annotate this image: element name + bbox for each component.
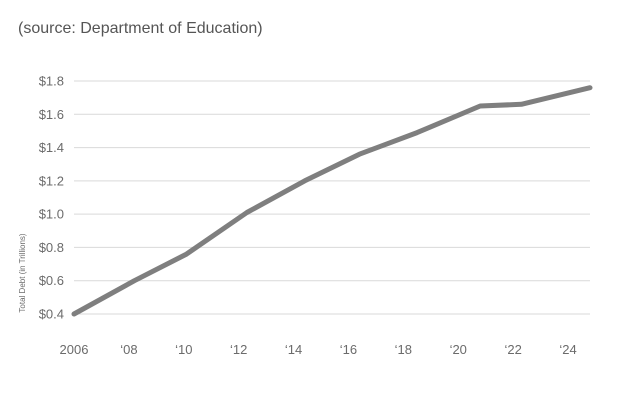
series-lines <box>71 85 593 317</box>
source-note: (source: Department of Education) <box>18 20 263 37</box>
grid-lines <box>74 80 590 315</box>
y-tick-label: $1.0 <box>39 207 64 222</box>
y-tick-label: $0.4 <box>39 307 64 322</box>
x-tick-label: ‘20 <box>450 342 467 357</box>
x-tick-label: ‘14 <box>285 342 302 357</box>
y-tick-label: $1.8 <box>39 74 64 89</box>
y-tick-label: $1.6 <box>39 107 64 122</box>
x-tick-label: ‘18 <box>395 342 412 357</box>
y-tick-label: $1.4 <box>39 140 64 155</box>
x-tick-label: ‘12 <box>230 342 247 357</box>
y-axis-title: Total Debt (in Trillions) <box>18 233 27 312</box>
y-tick-label: $0.6 <box>39 273 64 288</box>
x-tick-label: ‘08 <box>120 342 137 357</box>
x-tick-label: ‘16 <box>340 342 357 357</box>
y-axis-tick-labels: $0.4 $0.6 $0.8 $1.0 $1.2 $1.4 $1.6 $1.8 <box>39 74 64 322</box>
series-line-0 <box>71 85 593 317</box>
x-tick-label: 2006 <box>60 342 89 357</box>
y-tick-label: $1.2 <box>39 173 64 188</box>
x-tick-label: ‘22 <box>504 342 521 357</box>
x-tick-label: ‘24 <box>559 342 576 357</box>
y-tick-label: $0.8 <box>39 240 64 255</box>
x-axis-tick-labels: 2006 ‘08 ‘10 ‘12 ‘14 ‘16 ‘18 ‘20 ‘22 ‘24 <box>60 342 577 357</box>
x-tick-label: ‘10 <box>175 342 192 357</box>
